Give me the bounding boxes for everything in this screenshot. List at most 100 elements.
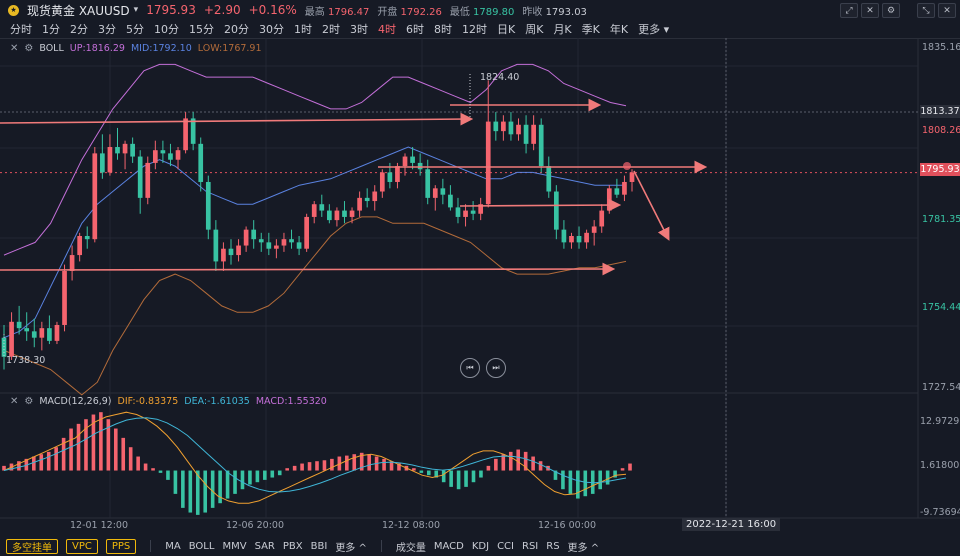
interval-tab-17[interactable]: 周K xyxy=(525,23,544,36)
candle xyxy=(289,229,294,249)
macd-bar xyxy=(620,468,625,471)
interval-tab-21[interactable]: 更多 ▾ xyxy=(638,23,670,36)
chart-tools: ⤢ ✕ ⚙ ⤡ ✕ xyxy=(840,3,956,18)
interval-tab-10[interactable]: 2时 xyxy=(322,23,340,36)
low-annotation: 1738.30 xyxy=(6,355,46,366)
boll-mid: MID:1792.10 xyxy=(130,43,192,54)
hide-icon[interactable]: ✕ xyxy=(10,396,19,407)
toolbar-button-1[interactable]: VPC xyxy=(66,538,98,554)
settings-icon[interactable]: ⚙ xyxy=(24,396,34,407)
skip-back-icon[interactable]: ⏮ xyxy=(460,358,480,378)
macd-value: MACD:1.55320 xyxy=(255,396,327,407)
cross-icon[interactable]: ✕ xyxy=(861,3,879,18)
candle xyxy=(243,226,249,252)
main-indicator-2[interactable]: MMV xyxy=(222,540,247,552)
macd-bar xyxy=(255,470,260,483)
interval-tab-15[interactable]: 12时 xyxy=(462,23,487,36)
interval-tab-5[interactable]: 10分 xyxy=(154,23,179,36)
sub-indicator-4[interactable]: RSI xyxy=(522,540,539,552)
macd-bar xyxy=(128,447,133,471)
macd-bar xyxy=(285,468,289,471)
macd-bar xyxy=(121,437,126,471)
macd-bar xyxy=(46,451,51,471)
interval-tab-6[interactable]: 15分 xyxy=(189,23,214,36)
candle xyxy=(39,321,45,351)
price-tick: 1727.54 xyxy=(922,382,960,393)
interval-tabs: 分时 1分 2分 3分 5分 10分 15分 20分 30分 1时 2时 3时 4时 6时 8时 12时 日K 周… xyxy=(0,20,960,38)
macd-bar xyxy=(367,454,371,471)
fullscreen-icon[interactable]: ⤡ xyxy=(917,3,935,18)
interval-tab-19[interactable]: 季K xyxy=(581,23,600,36)
sub-indicator-5[interactable]: RS xyxy=(546,540,560,552)
macd-bar xyxy=(419,470,424,473)
time-tick: 12-12 08:00 xyxy=(382,520,441,531)
macd-tick: 12.97295 xyxy=(920,416,960,427)
interval-tab-20[interactable]: 年K xyxy=(609,23,629,36)
interval-tab-13[interactable]: 6时 xyxy=(406,23,424,36)
main-indicator-1[interactable]: BOLL xyxy=(188,540,215,552)
main-indicator-5[interactable]: BBI xyxy=(310,540,328,552)
trend-line-5 xyxy=(0,262,616,276)
stat-label: 最低 xyxy=(449,6,470,18)
interval-tab-3[interactable]: 3分 xyxy=(98,23,116,36)
skip-forward-icon[interactable]: ⏭ xyxy=(486,358,506,378)
main-indicator-6[interactable]: 更多 ^ xyxy=(335,542,367,554)
symbol-name[interactable]: 现货黄金 XAUUSD xyxy=(27,3,130,18)
interval-tab-7[interactable]: 20分 xyxy=(224,23,249,36)
divider xyxy=(380,540,382,552)
settings-icon[interactable]: ⚙ xyxy=(882,3,900,18)
candle xyxy=(258,232,264,252)
interval-tab-0[interactable]: 分时 xyxy=(10,23,32,36)
macd-bar xyxy=(389,461,394,471)
macd-bar xyxy=(598,470,602,490)
candle xyxy=(251,220,257,249)
interval-tab-12[interactable]: 4时 xyxy=(378,23,396,36)
interval-tab-14[interactable]: 8时 xyxy=(434,23,452,36)
close-icon[interactable]: ✕ xyxy=(938,3,956,18)
price-chart[interactable] xyxy=(0,38,960,556)
hide-icon[interactable]: ✕ xyxy=(10,43,19,54)
candle xyxy=(16,305,22,335)
toolbar-button-2[interactable]: PPS xyxy=(105,538,137,554)
macd-bar xyxy=(113,428,118,471)
price-tick: 1808.26 xyxy=(922,125,960,136)
price-change: +2.90 xyxy=(203,3,241,17)
sub-indicator-6[interactable]: 更多 ^ xyxy=(567,542,600,554)
candle xyxy=(205,175,211,240)
sub-indicator-0[interactable]: 成交量 xyxy=(395,542,426,554)
interval-tab-18[interactable]: 月K xyxy=(553,23,572,36)
macd-bar xyxy=(17,461,21,471)
candle xyxy=(175,147,181,170)
candle xyxy=(432,185,438,211)
candle xyxy=(311,201,317,224)
crosshair-price-tag: 1813.37 xyxy=(920,105,960,118)
chevron-down-icon[interactable]: ▾ xyxy=(133,5,139,15)
interval-tab-4[interactable]: 5分 xyxy=(126,23,144,36)
interval-tab-1[interactable]: 1分 xyxy=(42,23,60,36)
candle xyxy=(508,112,514,141)
main-indicator-4[interactable]: PBX xyxy=(282,540,303,552)
candle xyxy=(614,178,620,198)
macd-bar xyxy=(397,463,401,471)
macd-bar xyxy=(39,454,44,471)
interval-tab-16[interactable]: 日K xyxy=(497,23,516,36)
stat-label: 开盘 xyxy=(377,6,398,18)
stat-2: 最低 1789.80 xyxy=(450,3,515,18)
interval-tab-2[interactable]: 2分 xyxy=(70,23,88,36)
expand-icon[interactable]: ⤢ xyxy=(840,3,858,18)
main-indicator-3[interactable]: SAR xyxy=(254,540,275,552)
stat-value: 1793.03 xyxy=(542,6,587,18)
candle xyxy=(463,204,468,227)
sub-indicator-2[interactable]: KDJ xyxy=(471,540,490,552)
macd-bar xyxy=(568,470,573,494)
interval-tab-11[interactable]: 3时 xyxy=(350,23,368,36)
macd-bar xyxy=(270,470,275,478)
settings-icon[interactable]: ⚙ xyxy=(24,43,34,54)
sub-indicator-3[interactable]: CCI xyxy=(497,540,514,552)
interval-tab-8[interactable]: 30分 xyxy=(259,23,284,36)
toolbar-button-0[interactable]: 多空挂单 xyxy=(6,538,58,554)
candle xyxy=(198,137,204,192)
main-indicator-0[interactable]: MA xyxy=(165,540,181,552)
sub-indicator-1[interactable]: MACD xyxy=(433,540,464,552)
interval-tab-9[interactable]: 1时 xyxy=(294,23,312,36)
